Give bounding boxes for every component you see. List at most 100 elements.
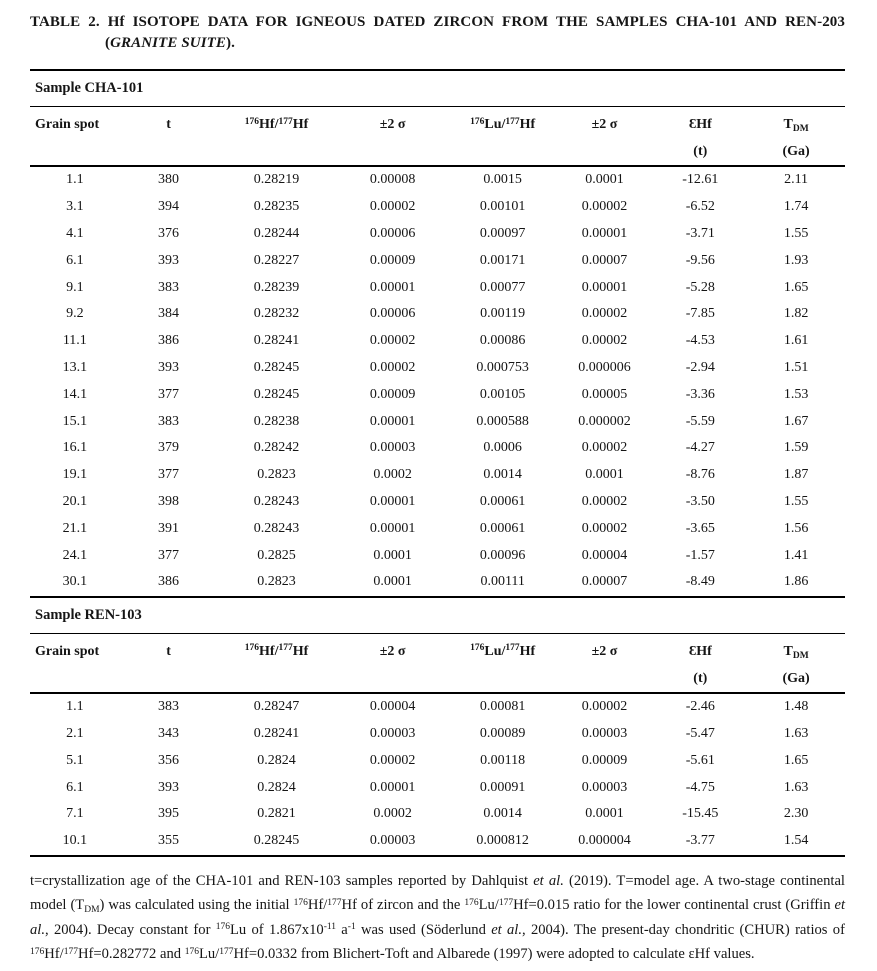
table-row: 7.1 395 0.2821 0.0002 0.0014 0.0001 -15.45 2.30 — [30, 801, 845, 828]
table-row: 5.1 356 0.2824 0.00002 0.00118 0.00009 -5.61 1.… — [30, 747, 845, 774]
cell: -6.52 — [685, 199, 715, 215]
cell: 1.59 — [783, 440, 809, 456]
cell: 0.28219 — [253, 172, 300, 188]
cell: 1.56 — [783, 520, 809, 536]
cell: 379 — [158, 440, 180, 456]
column-header-line2: (t) — [693, 670, 708, 686]
column-header-0: Grain spot — [30, 634, 120, 693]
cell: 1.67 — [783, 413, 809, 429]
cell: 377 — [158, 467, 180, 483]
column-header-line1: TDM — [783, 643, 809, 661]
cell: 0.0001 — [585, 467, 624, 483]
cell: 20.1 — [62, 493, 88, 509]
table-row: 1.1 383 0.28247 0.00004 0.00081 0.00002 -2.46 1… — [30, 693, 845, 721]
cell: -2.94 — [685, 359, 715, 375]
cell: 393 — [158, 252, 180, 268]
table-row: 24.1 377 0.2825 0.0001 0.00096 0.00004 -1.57 1.… — [30, 542, 845, 569]
cell: 343 — [158, 725, 180, 741]
caption-line1: TABLE 2. Hf ISOTOPE DATA FOR IGNEOUS DAT… — [30, 14, 845, 30]
header-row: Grain spot t 176Hf/177Hf ±2 σ 176Lu/177H… — [30, 107, 845, 166]
cell: 1.51 — [783, 359, 809, 375]
cell: -9.56 — [685, 252, 715, 268]
cell: -3.65 — [685, 520, 715, 536]
cell: 1.1 — [66, 172, 84, 188]
cell: 0.28241 — [253, 333, 300, 349]
table-row: 6.1 393 0.2824 0.00001 0.00091 0.00003 -4.75 1.… — [30, 774, 845, 801]
cell: 386 — [158, 333, 180, 349]
cell: 0.00096 — [479, 547, 526, 563]
cell: 7.1 — [66, 806, 84, 822]
column-header-3: ±2 σ — [336, 107, 450, 166]
column-header-row-cha-101: Grain spot t 176Hf/177Hf ±2 σ 176Lu/177H… — [30, 107, 845, 166]
column-header-line1: 176Hf/177Hf — [244, 643, 309, 659]
cell: 2.1 — [66, 725, 84, 741]
cell: 1.65 — [783, 279, 809, 295]
cell: 377 — [158, 547, 180, 563]
cell: 0.0001 — [585, 806, 624, 822]
cell: -4.53 — [685, 333, 715, 349]
cell: 386 — [158, 574, 180, 590]
caption-line2: (GRANITE SUITE). — [105, 35, 235, 51]
column-header-line1: 176Lu/177Hf — [470, 116, 536, 132]
cell: 0.00061 — [479, 520, 526, 536]
column-header-line1: 176Hf/177Hf — [244, 116, 309, 132]
cell: 393 — [158, 359, 180, 375]
cell: 0.28245 — [253, 359, 300, 375]
cell: 0.00081 — [479, 699, 526, 715]
column-header-line1: ±2 σ — [379, 117, 406, 132]
cell: 0.0001 — [373, 574, 412, 590]
cell: 0.00002 — [369, 359, 416, 375]
cell: -2.46 — [685, 699, 715, 715]
cell: 0.00003 — [369, 725, 416, 741]
column-header-line1: ±2 σ — [379, 643, 406, 659]
cell: 0.00005 — [581, 386, 628, 402]
cell: 398 — [158, 493, 180, 509]
column-header-line1: 176Lu/177Hf — [470, 643, 536, 659]
cell: 0.00001 — [369, 520, 416, 536]
cell: 0.0001 — [585, 172, 624, 188]
data-table-ren-103: Grain spot t 176Hf/177Hf ±2 σ 176Lu/177H… — [30, 634, 845, 855]
column-header-line1: ±2 σ — [591, 117, 618, 132]
cell: 0.00002 — [581, 333, 628, 349]
cell: 11.1 — [62, 333, 87, 349]
cell: 3.1 — [66, 199, 84, 215]
cell: 0.00002 — [581, 493, 628, 509]
table-row: 19.1 377 0.2823 0.0002 0.0014 0.0001 -8.76 1.87 — [30, 462, 845, 489]
table-row: 1.1 380 0.28219 0.00008 0.0015 0.0001 -12.61 2.… — [30, 166, 845, 194]
cell: 6.1 — [66, 779, 84, 795]
cell: 0.00111 — [480, 574, 525, 590]
cell: 0.0006 — [483, 440, 522, 456]
cell: 0.28241 — [253, 725, 300, 741]
cell: 0.2823 — [257, 574, 296, 590]
cell: 0.28243 — [253, 520, 300, 536]
cell: 1.87 — [783, 467, 809, 483]
cell: 0.00002 — [369, 199, 416, 215]
cell: 0.00006 — [369, 306, 416, 322]
cell: -5.59 — [685, 413, 715, 429]
cell: 0.00119 — [480, 306, 526, 322]
cell: 0.28242 — [253, 440, 300, 456]
cell: 0.00171 — [479, 252, 526, 268]
cell: 0.0002 — [373, 806, 412, 822]
cell: 0.00009 — [369, 386, 416, 402]
cell: 0.00003 — [369, 833, 416, 849]
column-header-line1: TDM — [783, 117, 809, 134]
cell: 0.28235 — [253, 199, 300, 215]
cell: 0.00008 — [369, 172, 416, 188]
column-header-line1: t — [166, 643, 171, 659]
cell: 0.2824 — [257, 752, 296, 768]
cell: 1.55 — [783, 225, 809, 241]
cell: -3.71 — [685, 225, 715, 241]
cell: 383 — [158, 699, 180, 715]
column-header-line1: Grain spot — [35, 643, 100, 659]
cell: 0.28232 — [253, 306, 300, 322]
cell: 0.000004 — [578, 833, 631, 849]
cell: -1.57 — [685, 547, 715, 563]
table-row: 21.1 391 0.28243 0.00001 0.00061 0.00002 -3.65… — [30, 515, 845, 542]
column-header-line2 — [336, 669, 450, 688]
cell: 0.00002 — [581, 199, 628, 215]
cell: 24.1 — [62, 547, 88, 563]
cell: -5.61 — [685, 752, 715, 768]
cell: 395 — [158, 806, 180, 822]
cell: 16.1 — [62, 440, 88, 456]
